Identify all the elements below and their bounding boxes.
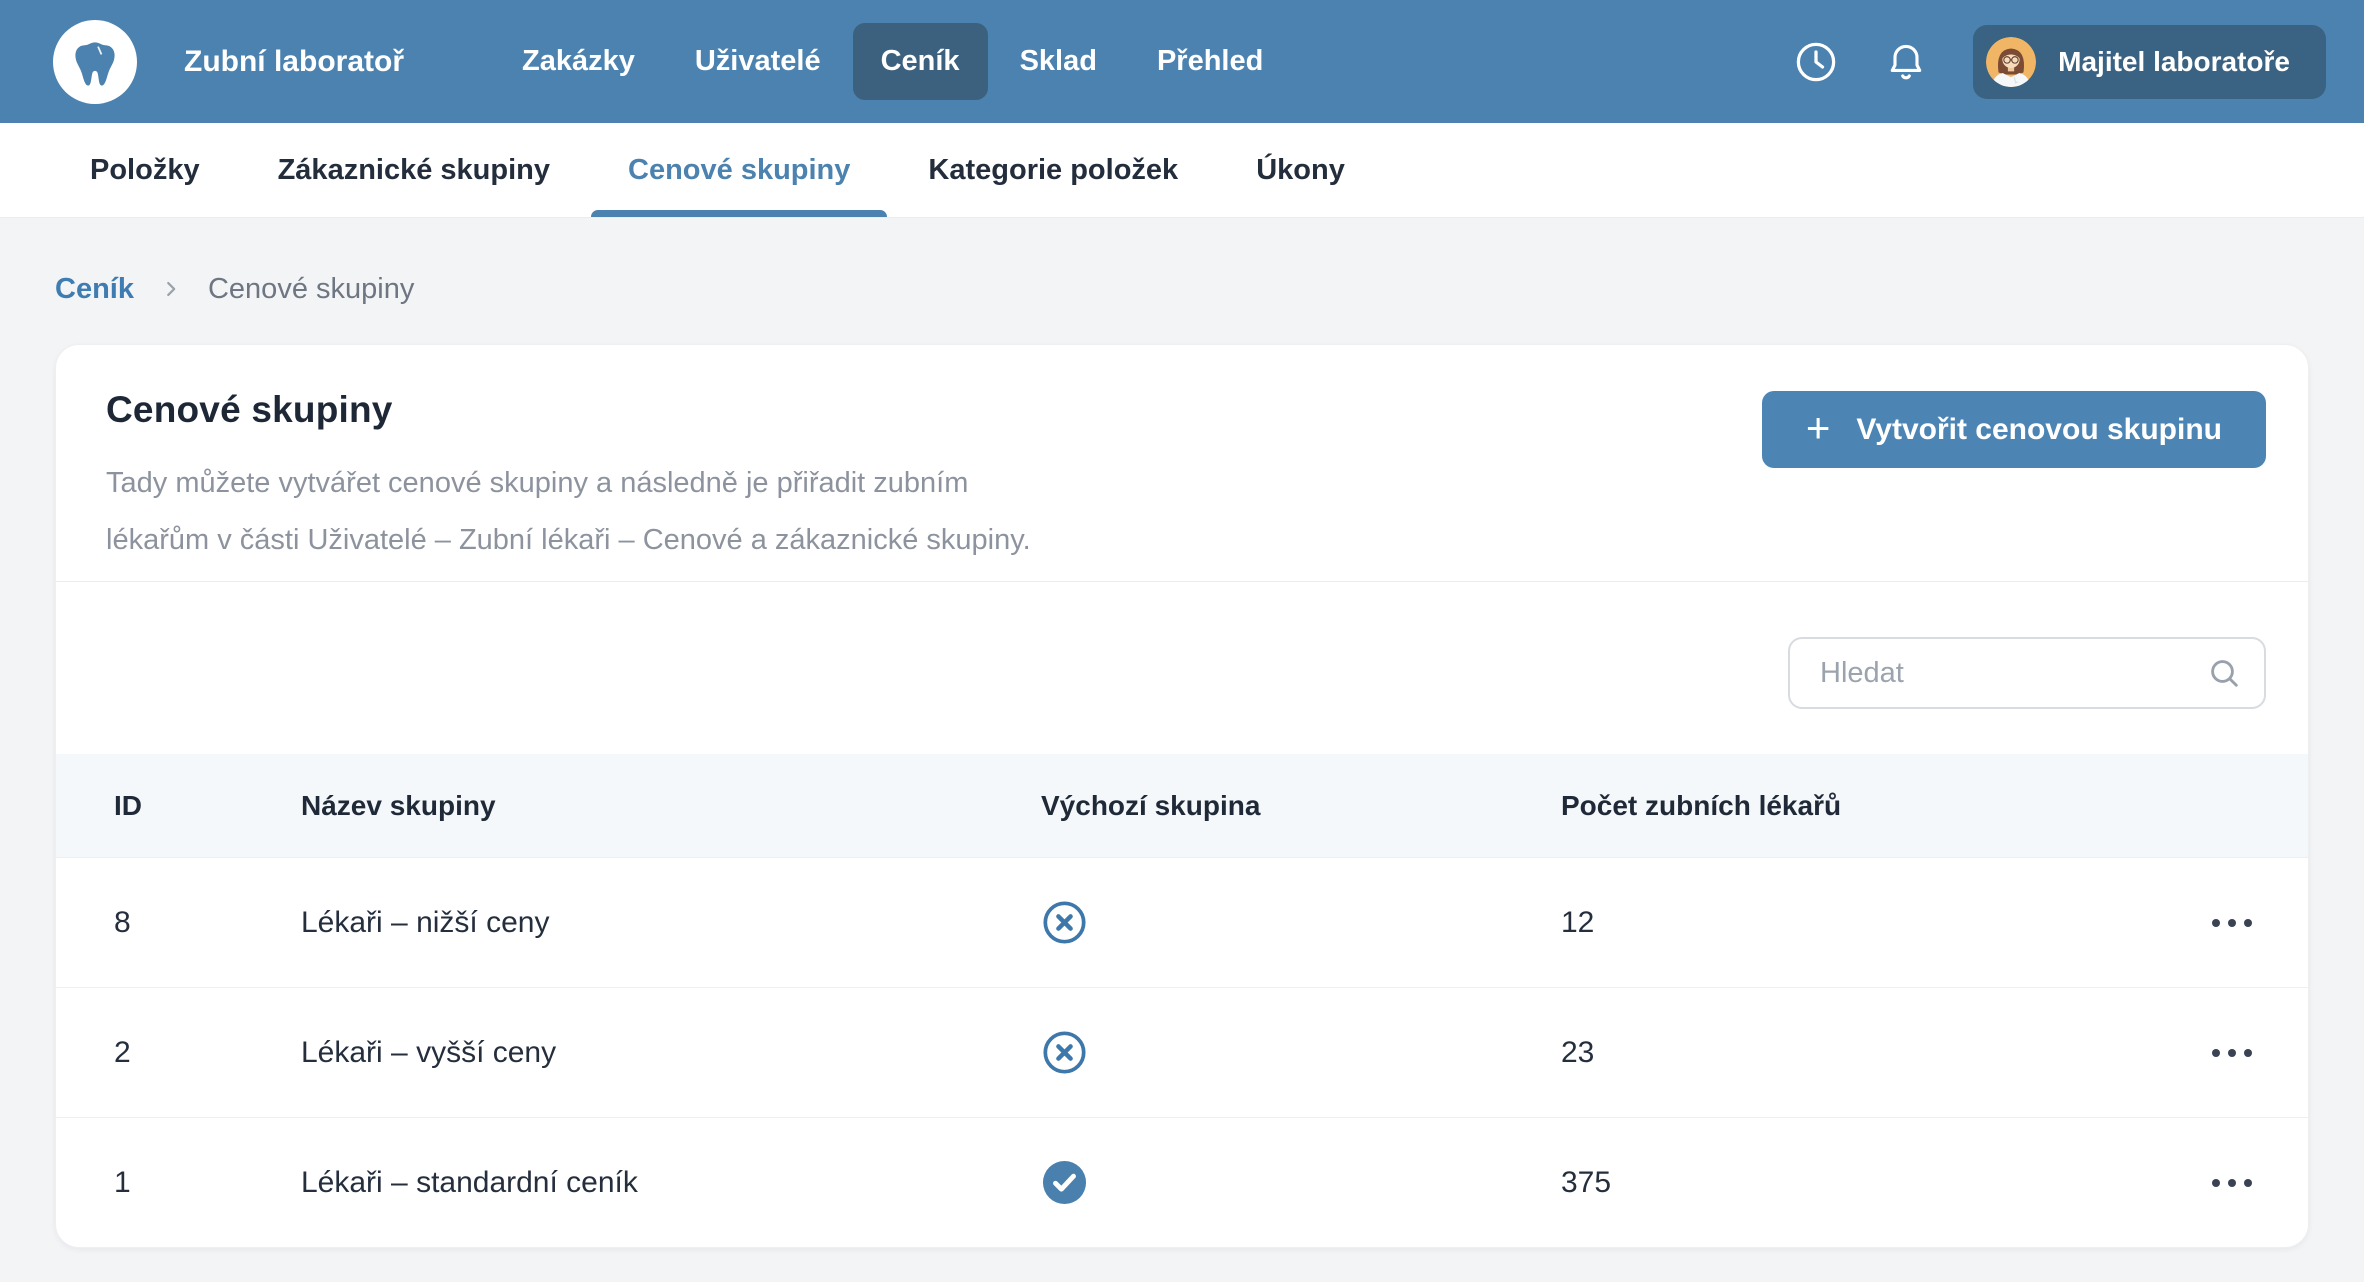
- row-actions-menu-button[interactable]: [2198, 1035, 2266, 1071]
- table-row[interactable]: 2 Lékaři – vyšší ceny 23: [56, 987, 2308, 1117]
- create-price-group-label: Vytvořit cenovou skupinu: [1856, 412, 2222, 446]
- cell-id: 1: [114, 1165, 131, 1199]
- search-icon[interactable]: [2206, 655, 2242, 691]
- search-input[interactable]: [1820, 656, 2206, 690]
- table-header-row: ID Název skupiny Výchozí skupina Počet z…: [56, 754, 2308, 857]
- cell-dentist-count: 375: [1561, 1165, 1612, 1199]
- breadcrumb: Ceník Cenové skupiny: [55, 270, 2364, 308]
- nav-item-uzivatele[interactable]: Uživatelé: [694, 45, 821, 77]
- cell-dentist-count: 23: [1561, 1035, 1595, 1069]
- chevron-right-icon: [160, 278, 182, 300]
- tab-zakaznicke-skupiny[interactable]: Zákaznické skupiny: [277, 153, 550, 186]
- page-description: Tady můžete vytvářet cenové skupiny a ná…: [106, 455, 2266, 569]
- page-description-line2: lékařům v části Uživatelé – Zubní lékaři…: [106, 524, 1031, 556]
- table-row[interactable]: 8 Lékaři – nižší ceny 12: [56, 857, 2308, 987]
- app-logo[interactable]: [53, 19, 137, 104]
- plus-icon: +: [1805, 403, 1831, 451]
- default-no-icon: [1041, 899, 1088, 946]
- section-tabs: Položky Zákaznické skupiny Cenové skupin…: [0, 123, 2364, 218]
- avatar: [1986, 36, 2037, 87]
- card-header: Cenové skupiny Tady můžete vytvářet ceno…: [56, 345, 2308, 581]
- column-header-default: Výchozí skupina: [1041, 789, 1261, 821]
- search-row: [56, 582, 2308, 754]
- default-yes-icon: [1041, 1159, 1088, 1206]
- history-button[interactable]: [1793, 39, 1839, 85]
- tab-polozky[interactable]: Položky: [90, 153, 200, 186]
- card-divider: [56, 581, 2308, 582]
- column-header-name: Název skupiny: [301, 789, 496, 821]
- price-groups-card: Cenové skupiny Tady můžete vytvářet ceno…: [55, 344, 2309, 1248]
- column-header-count: Počet zubních lékařů: [1561, 789, 1842, 821]
- navbar-right: Majitel laboratoře: [1793, 24, 2326, 99]
- tooth-icon: [67, 34, 123, 90]
- main-nav: Zakázky Uživatelé Ceník Sklad Přehled: [494, 23, 1291, 100]
- page-title: Cenové skupiny: [106, 389, 393, 430]
- top-navbar: Zubní laboratoř Zakázky Uživatelé Ceník …: [0, 0, 2364, 123]
- bell-icon: [1884, 40, 1928, 84]
- default-no-icon: [1041, 1029, 1088, 1076]
- table-row[interactable]: 1 Lékaři – standardní ceník 375: [56, 1117, 2308, 1247]
- cell-name: Lékaři – nižší ceny: [301, 905, 550, 939]
- user-role-label: Majitel laboratoře: [2058, 45, 2290, 77]
- user-menu[interactable]: Majitel laboratoře: [1973, 24, 2326, 99]
- nav-item-sklad[interactable]: Sklad: [1019, 45, 1097, 77]
- notifications-button[interactable]: [1883, 39, 1929, 85]
- create-price-group-button[interactable]: + Vytvořit cenovou skupinu: [1761, 391, 2266, 468]
- column-header-id: ID: [114, 789, 142, 821]
- clock-icon: [1793, 39, 1839, 85]
- cell-dentist-count: 12: [1561, 905, 1595, 939]
- cell-name: Lékaři – vyšší ceny: [301, 1035, 557, 1069]
- tab-kategorie-polozek[interactable]: Kategorie položek: [928, 153, 1179, 186]
- tab-ukony[interactable]: Úkony: [1256, 153, 1345, 186]
- cell-id: 8: [114, 905, 131, 939]
- tab-cenove-skupiny[interactable]: Cenové skupiny: [590, 123, 888, 217]
- row-actions-menu-button[interactable]: [2198, 905, 2266, 941]
- nav-item-cenik[interactable]: Ceník: [852, 23, 988, 100]
- nav-item-prehled[interactable]: Přehled: [1156, 45, 1264, 77]
- page-description-line1: Tady můžete vytvářet cenové skupiny a ná…: [106, 467, 969, 499]
- nav-item-zakazky[interactable]: Zakázky: [522, 45, 635, 77]
- cell-name: Lékaři – standardní ceník: [301, 1165, 638, 1199]
- breadcrumb-parent-link[interactable]: Ceník: [55, 272, 134, 305]
- search-box: [1788, 637, 2266, 709]
- row-actions-menu-button[interactable]: [2198, 1165, 2266, 1201]
- cell-id: 2: [114, 1035, 131, 1069]
- breadcrumb-current: Cenové skupiny: [207, 272, 415, 305]
- app-title: Zubní laboratoř: [184, 44, 404, 78]
